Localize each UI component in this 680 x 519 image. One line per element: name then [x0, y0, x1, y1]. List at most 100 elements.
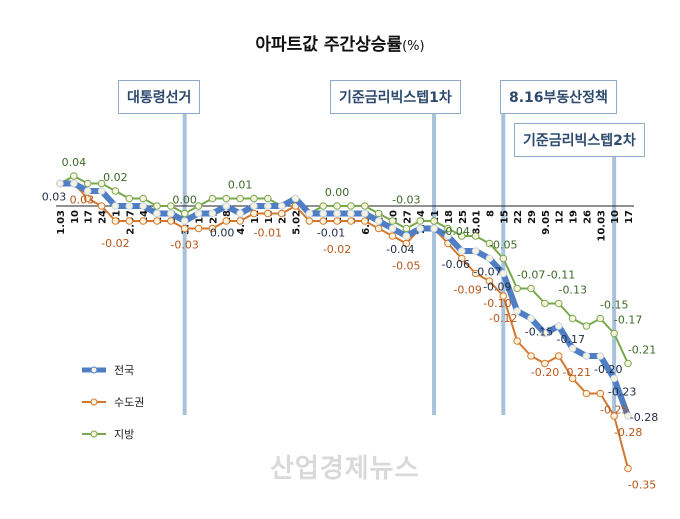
- data-point: [541, 299, 549, 308]
- data-label: -0.03: [170, 239, 198, 252]
- x-tick-label: 17: [624, 210, 635, 224]
- x-tick-label: 12: [555, 210, 566, 224]
- data-label: -0.20: [594, 363, 622, 376]
- data-label: 0.02: [103, 171, 128, 184]
- data-label: 0.00: [210, 227, 235, 240]
- data-point: [416, 224, 424, 233]
- x-tick-label: 9.05: [541, 210, 552, 235]
- data-label: -0.35: [628, 479, 656, 492]
- data-point: [125, 217, 134, 225]
- data-point: [485, 254, 494, 263]
- data-point: [97, 179, 106, 188]
- data-label: -0.20: [531, 366, 559, 379]
- x-tick-label: 8.01: [472, 210, 483, 235]
- data-point: [250, 202, 258, 210]
- x-tick-label: 15: [499, 210, 510, 224]
- data-point: [319, 217, 328, 225]
- data-point: [374, 224, 383, 233]
- data-point: [194, 224, 203, 233]
- data-point: [97, 187, 106, 195]
- data-point: [153, 209, 161, 218]
- data-point: [222, 217, 231, 225]
- data-point: [457, 232, 466, 240]
- x-tick-label: 20: [388, 210, 399, 224]
- data-point: [388, 224, 397, 233]
- data-point: [485, 239, 494, 248]
- data-label: -0.01: [317, 227, 345, 240]
- x-tick-label: 18: [444, 210, 455, 224]
- x-tick-label: 10.03: [596, 210, 607, 242]
- x-tick-label: 10: [610, 210, 621, 224]
- data-label: 0.00: [172, 194, 197, 207]
- data-point: [582, 352, 591, 360]
- data-point: [305, 209, 314, 218]
- data-point: [485, 277, 494, 285]
- data-point: [153, 217, 161, 225]
- title-unit: (%): [402, 39, 425, 54]
- chart-title: 아파트값 주간상승률(%): [0, 30, 680, 55]
- data-point: [111, 217, 120, 225]
- x-tick-label: 10: [70, 210, 81, 224]
- data-label: -0.02: [323, 243, 351, 256]
- watermark: 산업경제뉴스: [270, 454, 420, 484]
- data-point: [208, 209, 217, 218]
- data-point: [111, 202, 120, 210]
- data-point: [305, 217, 314, 225]
- data-point: [471, 269, 480, 278]
- legend-marker: [90, 366, 98, 374]
- data-label: 0.01: [228, 179, 253, 192]
- data-point: [125, 202, 134, 210]
- data-point: [236, 209, 244, 218]
- data-point: [83, 187, 92, 195]
- data-point: [264, 194, 272, 203]
- data-label: -0.12: [489, 312, 517, 325]
- x-tick-label: 27: [402, 210, 413, 224]
- data-label: -0.04: [441, 225, 469, 238]
- legend-marker: [90, 430, 98, 438]
- data-point: [139, 217, 147, 225]
- data-point: [610, 329, 618, 338]
- data-label: -0.15: [525, 326, 553, 339]
- x-tick-label: 29: [527, 210, 538, 224]
- data-point: [513, 307, 521, 315]
- data-point: [250, 209, 258, 218]
- data-point: [624, 464, 632, 473]
- data-label: -0.28: [630, 411, 658, 424]
- data-point: [610, 374, 618, 383]
- data-label: -0.17: [556, 333, 584, 346]
- data-point: [347, 209, 355, 218]
- legend-label-1: 수도권: [114, 396, 144, 409]
- data-point: [527, 314, 535, 323]
- data-label: -0.21: [562, 366, 590, 379]
- data-point: [291, 194, 300, 203]
- data-point: [250, 194, 258, 203]
- data-label: 0.00: [325, 186, 350, 199]
- data-point: [333, 202, 341, 210]
- data-label: -0.09: [453, 284, 481, 297]
- data-point: [277, 202, 286, 210]
- data-label: 0.03: [70, 194, 95, 207]
- data-point: [360, 202, 369, 210]
- data-label: -0.02: [101, 237, 129, 250]
- data-point: [180, 209, 189, 218]
- data-point: [111, 187, 120, 195]
- data-point: [388, 217, 397, 225]
- x-tick-label: 31: [111, 210, 122, 224]
- data-point: [236, 217, 244, 225]
- data-point: [277, 209, 286, 218]
- x-tick-label: 25: [458, 210, 469, 224]
- data-point: [236, 194, 244, 203]
- data-point: [402, 239, 411, 248]
- legend-label-0: 전국: [114, 364, 134, 377]
- data-point: [360, 209, 369, 218]
- data-point: [167, 209, 175, 218]
- data-point: [333, 217, 341, 225]
- data-point: [568, 344, 577, 353]
- data-label: -0.21: [628, 344, 656, 357]
- data-point: [568, 374, 577, 383]
- data-label: -0.03: [392, 194, 420, 207]
- data-point: [471, 232, 480, 240]
- data-point: [596, 389, 605, 398]
- data-point: [347, 217, 355, 225]
- data-point: [554, 299, 563, 308]
